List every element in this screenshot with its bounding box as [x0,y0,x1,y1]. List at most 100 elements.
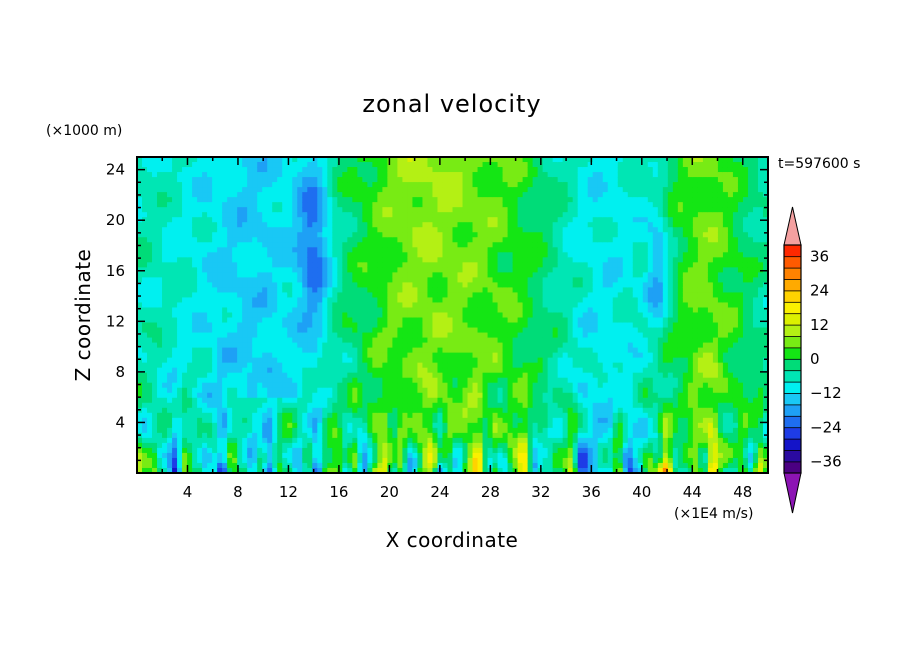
field-cell [372,317,378,324]
field-cell [272,157,278,163]
field-cell [432,162,439,168]
field-cell [317,467,323,473]
field-cell [402,402,409,409]
field-cell [367,392,373,399]
field-cell [232,327,238,334]
field-cell [432,182,439,188]
field-cell [377,362,383,369]
field-cell [527,447,534,454]
field-cell [377,392,383,399]
field-cell [467,302,474,309]
field-cell [137,177,143,183]
field-cell [207,227,213,233]
field-cell [197,322,203,329]
field-cell [392,322,399,329]
field-cell [517,422,524,429]
field-cell [152,447,158,454]
field-cell [422,357,429,364]
field-cell [247,182,253,188]
field-cell [172,422,178,429]
field-cell [522,432,529,439]
field-cell [267,387,273,394]
field-cell [367,157,373,163]
field-cell [337,392,343,399]
field-cell [187,177,193,183]
field-cell [282,362,288,369]
field-cell [267,332,273,339]
field-cell [242,167,248,173]
field-cell [332,362,338,369]
field-cell [427,412,434,419]
field-cell [427,247,434,253]
field-cell [462,167,469,173]
field-cell [242,302,248,309]
field-cell [477,182,484,188]
field-cell [377,262,383,268]
field-cell [492,232,499,238]
field-cell [417,347,424,354]
field-cell [447,237,454,243]
field-cell [137,187,143,193]
field-cell [187,397,193,404]
field-cell [212,397,218,404]
field-cell [157,422,163,429]
field-cell [317,177,323,183]
field-cell [337,262,343,268]
field-cell [477,337,484,344]
field-cell [302,392,308,399]
field-cell [462,427,469,434]
field-cell [197,352,203,359]
field-cell [487,452,494,459]
field-cell [142,337,148,344]
field-cell [312,182,318,188]
field-cell [492,307,499,314]
field-cell [497,412,504,419]
field-cell [382,447,388,454]
field-cell [482,362,489,369]
field-cell [387,352,394,359]
field-cell [357,157,363,163]
field-cell [427,177,434,183]
field-cell [227,177,233,183]
field-cell [147,187,153,193]
field-cell [452,442,459,449]
field-cell [507,157,514,163]
field-cell [252,352,258,359]
field-cell [297,302,303,309]
field-cell [497,287,504,294]
field-cell [362,327,368,334]
field-cell [142,377,148,384]
field-cell [527,432,534,439]
field-cell [507,162,514,168]
field-cell [437,247,444,253]
field-cell [282,282,288,289]
field-cell [462,202,469,208]
field-cell [252,427,258,434]
field-cell [177,322,183,329]
field-cell [312,317,318,324]
field-cell [182,452,188,459]
field-cell [247,382,253,389]
field-cell [472,227,479,233]
field-cell [417,242,424,248]
field-cell [157,372,163,379]
field-cell [472,267,479,273]
field-cell [262,367,268,374]
field-cell [412,202,419,208]
field-cell [427,422,434,429]
field-cell [182,422,188,429]
field-cell [147,302,153,309]
field-cell [382,347,388,354]
field-cell [452,217,459,223]
field-cell [332,182,338,188]
field-cell [347,287,353,294]
field-cell [422,397,429,404]
field-cell [207,452,213,459]
field-cell [317,197,323,203]
field-cell [287,262,293,268]
field-cell [342,382,348,389]
field-cell [337,332,343,339]
field-cell [337,452,343,459]
field-cell [277,237,283,243]
field-cell [197,327,203,334]
